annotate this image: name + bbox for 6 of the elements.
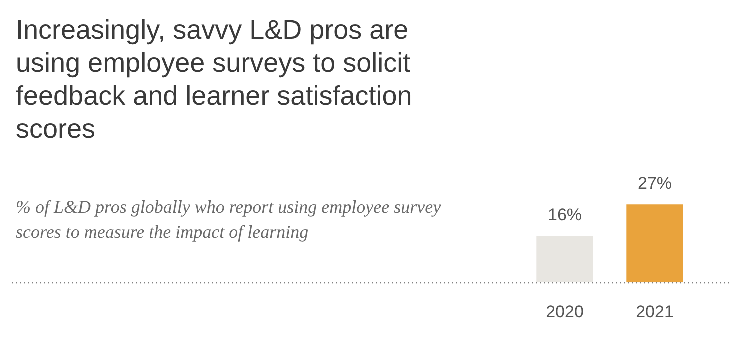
data-label: 27%: [638, 174, 672, 193]
text: % of L&D pros globally who report using employee survey scores to measure the impact of learning: [16, 196, 442, 244]
data-label: 16%: [548, 206, 582, 225]
text: Increasingly, savvy L&D pros are using employee surveys to solicit feedback and learner satisfaction scores: [16, 14, 414, 146]
x-tick-label: 2020: [546, 302, 584, 322]
x-tick-label: 2021: [636, 302, 674, 322]
